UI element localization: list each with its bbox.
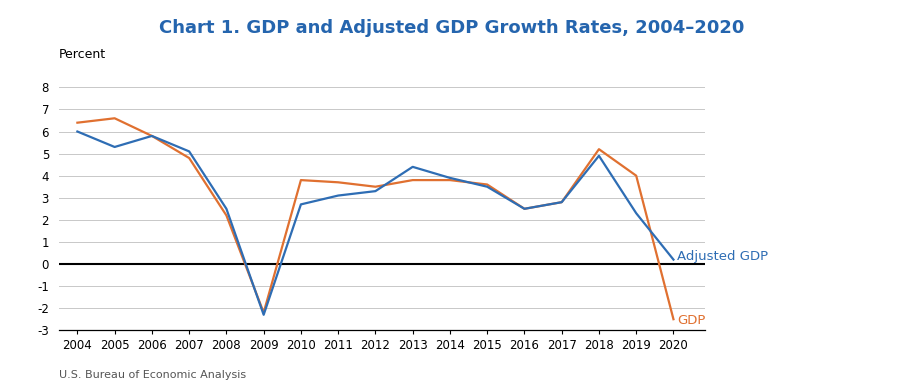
Text: U.S. Bureau of Economic Analysis: U.S. Bureau of Economic Analysis bbox=[59, 370, 246, 380]
Text: Percent: Percent bbox=[59, 48, 106, 61]
Text: Adjusted GDP: Adjusted GDP bbox=[676, 250, 768, 263]
Text: Chart 1. GDP and Adjusted GDP Growth Rates, 2004–2020: Chart 1. GDP and Adjusted GDP Growth Rat… bbox=[159, 19, 744, 37]
Text: GDP: GDP bbox=[676, 314, 704, 327]
